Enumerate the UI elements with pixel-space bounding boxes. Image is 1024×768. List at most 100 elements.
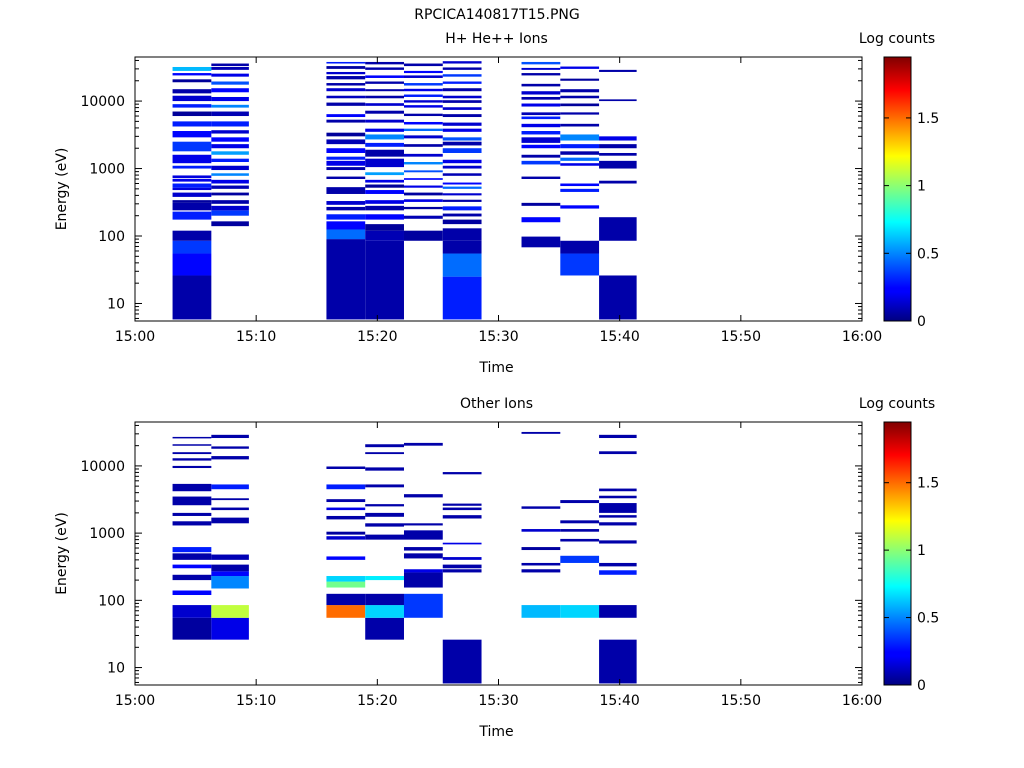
heatmap-cell	[365, 89, 404, 92]
heatmap-cell	[599, 515, 637, 518]
heatmap-cell	[442, 639, 482, 684]
heatmap-cell	[326, 507, 366, 511]
heatmap-cell	[172, 111, 212, 117]
heatmap-cell	[403, 94, 443, 97]
colorbar	[883, 56, 912, 322]
heatmap-cell	[560, 112, 600, 115]
heatmap-cell	[172, 183, 212, 188]
heatmap-cell	[326, 593, 366, 606]
heatmap-cell	[365, 179, 404, 183]
heatmap-cell	[326, 83, 366, 86]
heatmap-cell	[211, 137, 249, 142]
heatmap-cell	[521, 112, 561, 116]
heatmap-cell	[442, 137, 482, 141]
x-tick-label: 16:00	[842, 693, 882, 709]
heatmap-cell	[403, 199, 443, 202]
page-title: RPCICA140817T15.PNG	[414, 7, 579, 23]
heatmap-cell	[403, 442, 443, 446]
heatmap-cell	[172, 496, 212, 506]
y-tick-label: 10000	[80, 459, 125, 475]
heatmap-cell	[403, 63, 443, 67]
heatmap-cell	[326, 139, 366, 145]
heatmap-cell	[599, 136, 637, 141]
heatmap-cell	[172, 187, 212, 191]
heatmap-cell	[172, 66, 212, 71]
x-tick-label: 15:20	[357, 329, 397, 345]
heatmap-cell	[211, 104, 249, 108]
heatmap-cell	[599, 275, 637, 320]
heatmap-cell	[403, 572, 443, 588]
heatmap-cell	[442, 159, 482, 164]
heatmap-cell	[211, 111, 249, 117]
plot-title: H+ He++ Ions	[445, 31, 548, 47]
heatmap-cell	[521, 91, 561, 95]
heatmap-cell	[211, 507, 249, 511]
heatmap-cell	[521, 506, 561, 509]
heatmap-cell	[403, 105, 443, 108]
y-axis-label: Energy (eV)	[54, 148, 70, 231]
heatmap-cell	[172, 436, 212, 439]
x-axis-label: Time	[478, 724, 513, 740]
heatmap-cell	[172, 79, 212, 83]
heatmap-cell	[560, 95, 600, 99]
heatmap-cell	[403, 206, 443, 210]
heatmap-cell	[403, 83, 443, 86]
heatmap-cell	[211, 73, 249, 77]
heatmap-cell	[211, 165, 249, 171]
heatmap-cell	[442, 74, 482, 77]
heatmap-cell	[326, 148, 366, 153]
heatmap-cell	[442, 503, 482, 506]
heatmap-cell	[560, 123, 600, 127]
heatmap-cell	[365, 200, 404, 204]
heatmap-cell	[521, 605, 561, 618]
heatmap-cell	[560, 205, 600, 209]
colorbar-label: Log counts	[859, 396, 935, 412]
heatmap-cell	[326, 132, 366, 137]
heatmap-cell	[172, 202, 212, 211]
heatmap-cell	[326, 114, 366, 118]
heatmap-cell	[326, 88, 366, 92]
heatmap-cell	[326, 76, 366, 80]
heatmap-cell	[560, 78, 600, 81]
heatmap-cell	[365, 605, 404, 618]
heatmap-cell	[560, 183, 600, 187]
heatmap-cell	[211, 210, 249, 216]
x-tick-label: 15:00	[115, 329, 155, 345]
x-tick-label: 15:00	[115, 693, 155, 709]
heatmap-cell	[560, 538, 600, 542]
heatmap-cell	[172, 73, 212, 76]
heatmap-cell	[172, 564, 212, 569]
heatmap-cell	[442, 276, 482, 320]
heatmap-cell	[172, 131, 212, 138]
colorbar-label: Log counts	[859, 31, 935, 47]
heatmap-cell	[560, 188, 600, 192]
heatmap-cell	[172, 154, 212, 164]
heatmap-cell	[599, 522, 637, 526]
x-tick-label: 15:50	[721, 329, 761, 345]
colorbar-tick-label: 0	[917, 314, 926, 330]
colorbar-tick-label: 0	[917, 678, 926, 694]
heatmap-cell	[599, 495, 637, 499]
heatmap-cell	[211, 130, 249, 134]
heatmap-cell	[403, 494, 443, 498]
heatmap-cell	[326, 156, 366, 160]
heatmap-cell	[599, 69, 637, 72]
heatmap-cell	[365, 190, 404, 194]
colorbar-tick-label: 1	[917, 543, 926, 559]
heatmap-cell	[211, 554, 249, 560]
heatmap-cell	[599, 99, 637, 102]
heatmap-cell	[365, 224, 404, 231]
heatmap-cell	[403, 192, 443, 196]
heatmap-cell	[211, 446, 249, 449]
heatmap-cell	[403, 135, 443, 139]
heatmap-cell	[211, 96, 249, 102]
colorbar-tick-label: 1.5	[917, 476, 939, 492]
heatmap-cell	[365, 523, 404, 527]
heatmap-cell	[442, 199, 482, 202]
heatmap-cell	[403, 553, 443, 559]
heatmap-cell	[442, 141, 482, 146]
heatmap-cell	[172, 512, 212, 516]
heatmap-cell	[172, 574, 212, 581]
heatmap-cell	[326, 515, 366, 520]
heatmap-cell	[599, 160, 637, 169]
